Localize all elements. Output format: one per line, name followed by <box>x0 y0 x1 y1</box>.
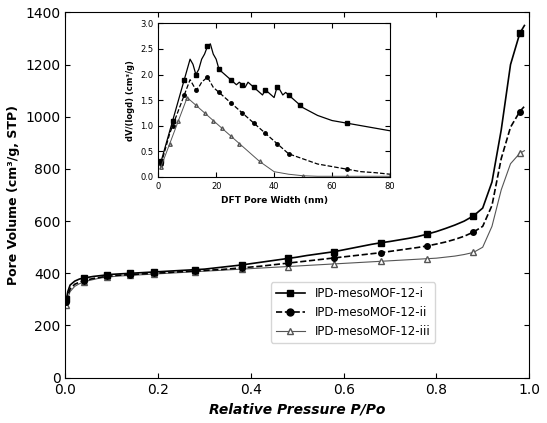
Legend: IPD-mesoMOF-12-i, IPD-mesoMOF-12-ii, IPD-mesoMOF-12-iii: IPD-mesoMOF-12-i, IPD-mesoMOF-12-ii, IPD… <box>271 282 435 343</box>
Y-axis label: Pore Volume (cm³/g, STP): Pore Volume (cm³/g, STP) <box>7 105 20 285</box>
X-axis label: Relative Pressure P/Po: Relative Pressure P/Po <box>209 402 386 416</box>
